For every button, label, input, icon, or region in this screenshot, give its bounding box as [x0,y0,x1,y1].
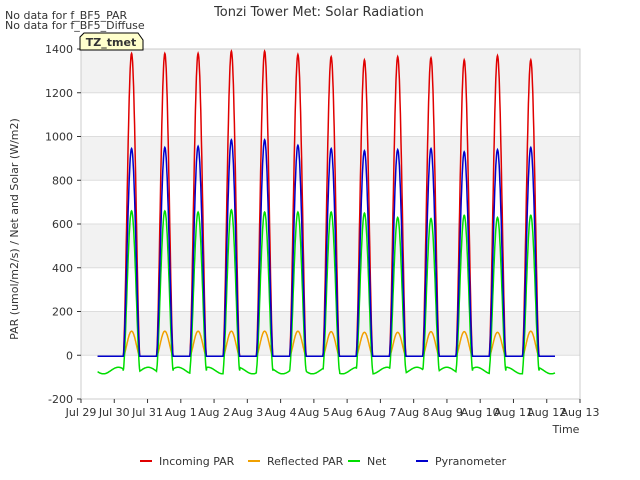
x-tick-label: Aug 3 [231,406,263,419]
y-tick-label: 1000 [45,131,73,144]
x-tick-label: Aug 5 [298,406,330,419]
x-tick-label: Aug 9 [431,406,463,419]
series-line-pyranometer [97,138,555,358]
y-tick-label: 1200 [45,87,73,100]
x-tick-label: Aug 10 [461,406,500,419]
x-tick-label: Aug 6 [331,406,363,419]
legend: Incoming PAR Reflected PAR Net Pyranometer [140,455,507,468]
x-tick-label: Aug 8 [398,406,430,419]
y-tick-label: 200 [52,306,73,319]
legend-label: Net [367,455,387,468]
tz-badge-label: TZ_tmet [86,36,136,49]
x-tick-label: Jul 30 [98,406,130,419]
y-tick-label: -200 [48,393,73,406]
y-tick-label: 800 [52,174,73,187]
x-tick-label: Jul 29 [65,406,97,419]
no-data-note-1: No data for f_BF5_PAR [5,9,128,22]
no-data-note-2: No data for f_BF5_Diffuse [5,19,145,32]
legend-label: Incoming PAR [159,455,235,468]
x-tick-label: Aug 7 [364,406,396,419]
x-tick-label: Aug 11 [494,406,533,419]
y-tick-label: 400 [52,262,73,275]
x-tick-label: Aug 2 [198,406,230,419]
x-tick-label: Aug 12 [527,406,566,419]
x-axis-ticks: Jul 29 Jul 30 Jul 31 Aug 1 Aug 2 Aug 3 Aug 4 Au… [65,399,600,419]
series-group [97,48,556,375]
plot-band [81,224,580,268]
legend-label: Reflected PAR [267,455,344,468]
x-tick-label: Aug 4 [265,406,297,419]
chart-title: Tonzi Tower Met: Solar Radiation [213,5,424,20]
legend-label: Pyranometer [435,455,507,468]
series-line-net [97,208,556,375]
y-tick-label: 0 [66,349,73,362]
tz-badge: TZ_tmet [79,32,144,51]
x-axis-label: Time [552,423,580,436]
x-tick-label: Aug 13 [561,406,600,419]
y-tick-label: 1400 [45,43,73,56]
x-tick-label: Aug 1 [165,406,197,419]
y-tick-label: 600 [52,218,73,231]
x-tick-label: Jul 31 [131,406,163,419]
y-axis-label: PAR (umol/m2/s) / Net and Solar (W/m2) [8,118,21,340]
y-axis-ticks: -200 0 200 400 600 800 1000 1200 1400 [45,43,81,406]
